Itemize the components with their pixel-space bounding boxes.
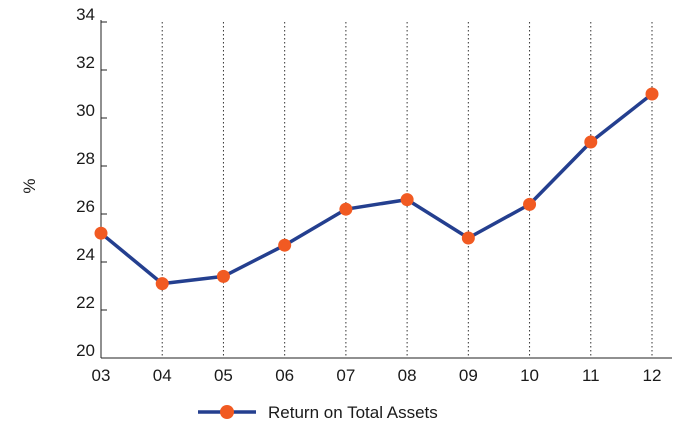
data-point-08 [400,193,414,207]
y-tick-labels: 20 22 24 26 28 30 32 34 [76,5,107,360]
x-tick-label-08: 08 [398,366,417,385]
legend-label: Return on Total Assets [268,403,438,422]
data-point-10 [523,197,537,211]
x-tick-label-10: 10 [520,366,539,385]
x-tick-label-05: 05 [214,366,233,385]
y-tick-label-30: 30 [76,101,95,120]
y-axis-label: % [20,178,39,193]
series-line [99,92,654,286]
y-tick-label-22: 22 [76,293,95,312]
x-tick-label-04: 04 [153,366,172,385]
data-point-06 [278,238,292,252]
data-point-05 [216,269,230,283]
grid-lines [161,22,653,358]
x-tick-labels: 03 04 05 06 07 08 09 10 11 12 [92,366,662,385]
x-tick-label-03: 03 [92,366,111,385]
x-tick-label-12: 12 [643,366,662,385]
data-point-04 [155,277,169,291]
y-tick-label-24: 24 [76,245,95,264]
data-point-12 [645,87,659,101]
data-point-07 [339,202,353,216]
x-tick-label-06: 06 [275,366,294,385]
axes [100,20,672,359]
y-tick-label-28: 28 [76,149,95,168]
y-tick-label-26: 26 [76,197,95,216]
data-point-09 [461,231,475,245]
x-tick-label-07: 07 [336,366,355,385]
legend: Return on Total Assets [198,403,438,422]
data-point-11 [584,135,598,149]
y-tick-label-34: 34 [76,5,95,24]
data-point-03 [94,226,108,240]
legend-marker-swatch [220,405,234,419]
y-tick-label-32: 32 [76,53,95,72]
x-tick-label-11: 11 [582,366,600,385]
series-layer [94,87,659,291]
x-tick-label-09: 09 [459,366,478,385]
y-tick-label-20: 20 [76,341,95,360]
